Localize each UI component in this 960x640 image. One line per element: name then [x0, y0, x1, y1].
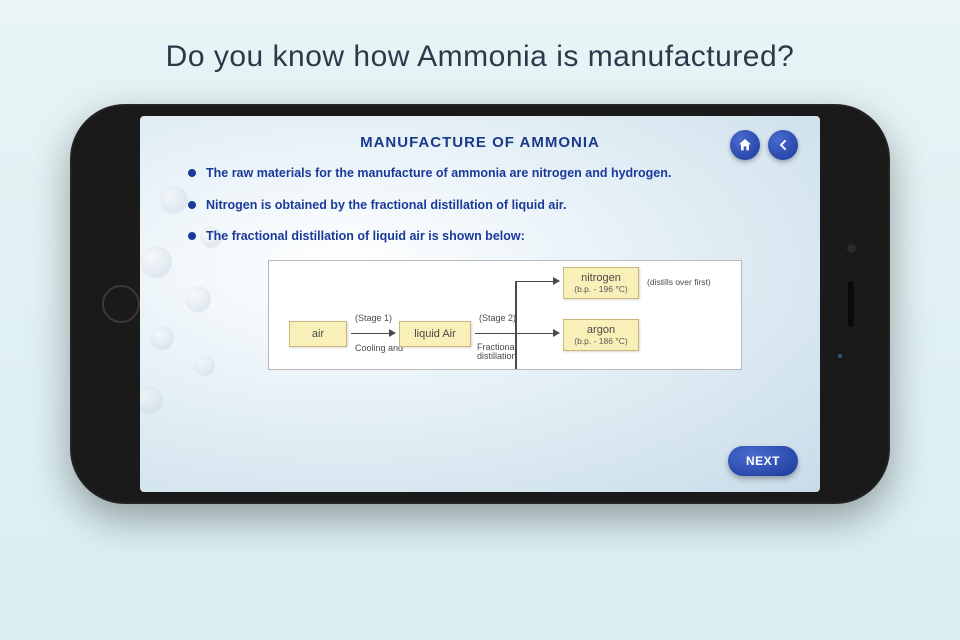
arrow-line [515, 281, 555, 283]
arrow-line [475, 333, 515, 335]
diagram-node-nitrogen: nitrogen (b.p. - 196 °C) [563, 267, 639, 299]
node-sublabel: (b.p. - 186 °C) [574, 336, 627, 346]
phone-frame: MANUFACTURE OF AMMONIA The raw materials… [70, 104, 890, 504]
diagram-label: Fractional distillation [477, 343, 537, 363]
list-item: The raw materials for the manufacture of… [188, 165, 772, 183]
bullet-icon [188, 201, 196, 209]
slide-title: MANUFACTURE OF AMMONIA [168, 134, 792, 151]
list-item: The fractional distillation of liquid ai… [188, 228, 772, 246]
bullet-icon [188, 232, 196, 240]
diagram-label: (distills over first) [647, 277, 711, 287]
diagram-label: (Stage 2) [479, 313, 516, 323]
diagram-label: Cooling and [355, 343, 405, 353]
bullet-list: The raw materials for the manufacture of… [188, 165, 772, 246]
next-button[interactable]: NEXT [728, 446, 798, 476]
diagram-node-argon: argon (b.p. - 186 °C) [563, 319, 639, 351]
arrow-head-icon [553, 277, 560, 285]
arrow-line [515, 333, 555, 335]
back-button[interactable] [768, 130, 798, 160]
node-label: air [312, 328, 324, 340]
bullet-text: The fractional distillation of liquid ai… [206, 228, 525, 246]
diagram-label: (Stage 1) [355, 313, 392, 323]
branch-line [515, 281, 517, 370]
phone-camera [847, 244, 856, 253]
node-sublabel: (b.p. - 196 °C) [574, 284, 627, 294]
phone-side-indicator [838, 354, 842, 358]
nav-icon-group [730, 130, 798, 160]
bullet-icon [188, 169, 196, 177]
bullet-text: Nitrogen is obtained by the fractional d… [206, 197, 566, 215]
diagram-node-liquid-air: liquid Air [399, 321, 471, 347]
chevron-left-icon [775, 137, 791, 153]
arrow-head-icon [389, 329, 396, 337]
node-label: nitrogen [581, 272, 621, 284]
home-button[interactable] [730, 130, 760, 160]
flow-diagram: air (Stage 1) Cooling and liquid Air (St… [268, 260, 742, 370]
arrow-line [351, 333, 391, 335]
home-icon [737, 137, 753, 153]
page-heading: Do you know how Ammonia is manufactured? [0, 0, 960, 104]
list-item: Nitrogen is obtained by the fractional d… [188, 197, 772, 215]
node-label: argon [587, 324, 615, 336]
phone-screen: MANUFACTURE OF AMMONIA The raw materials… [140, 116, 820, 492]
diagram-node-air: air [289, 321, 347, 347]
arrow-head-icon [553, 329, 560, 337]
phone-speaker [848, 281, 854, 327]
node-label: liquid Air [414, 328, 456, 340]
bullet-text: The raw materials for the manufacture of… [206, 165, 671, 183]
slide-content: MANUFACTURE OF AMMONIA The raw materials… [140, 116, 820, 492]
